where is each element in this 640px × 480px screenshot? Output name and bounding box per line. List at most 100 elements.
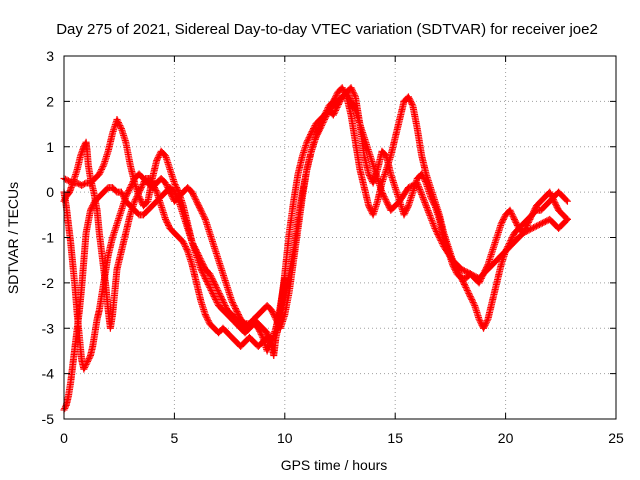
data-point	[61, 404, 69, 412]
data-point	[263, 347, 271, 355]
data-point	[213, 299, 221, 307]
data-point	[383, 199, 391, 207]
data-point	[438, 240, 446, 248]
data-point	[139, 181, 147, 189]
data-point	[201, 214, 209, 222]
data-point	[562, 216, 570, 224]
data-point	[497, 220, 505, 228]
data-point	[163, 218, 171, 226]
data-point	[404, 93, 412, 101]
data-point	[409, 181, 417, 189]
data-point	[269, 309, 277, 317]
data-point	[483, 317, 491, 325]
data-point	[180, 240, 188, 248]
data-point	[423, 203, 431, 211]
data-point	[204, 279, 212, 287]
data-point	[63, 176, 71, 184]
series-trace-4	[60, 170, 289, 373]
data-point	[552, 200, 560, 208]
data-point	[423, 205, 431, 213]
data-point	[535, 221, 543, 229]
data-point	[546, 188, 554, 196]
data-point	[164, 220, 172, 228]
data-point	[199, 211, 207, 219]
data-point	[425, 208, 433, 216]
data-point	[99, 162, 107, 170]
data-point	[195, 252, 203, 260]
data-point	[198, 268, 206, 276]
data-point	[211, 294, 219, 302]
data-point	[427, 213, 435, 221]
data-point	[306, 132, 314, 140]
data-point	[323, 111, 331, 119]
data-point	[199, 261, 207, 269]
y-tick-label: -5	[42, 411, 55, 427]
data-point	[407, 99, 415, 107]
data-point	[308, 128, 316, 136]
data-point	[192, 197, 200, 205]
data-point	[188, 188, 196, 196]
data-point	[201, 311, 209, 319]
data-point	[509, 232, 517, 240]
data-point	[212, 283, 220, 291]
y-tick-label: 3	[46, 48, 54, 64]
data-point	[540, 218, 548, 226]
data-point	[312, 134, 320, 142]
data-point	[434, 230, 442, 238]
data-point	[537, 220, 545, 228]
data-point	[467, 294, 475, 302]
x-tick-label: 5	[171, 430, 179, 446]
x-tick-label: 20	[498, 430, 514, 446]
data-point	[138, 182, 146, 190]
data-point	[511, 217, 519, 225]
data-point	[64, 177, 72, 185]
x-tick-label: 0	[60, 430, 68, 446]
data-point	[205, 282, 213, 290]
data-point	[401, 209, 409, 217]
data-point	[222, 303, 230, 311]
data-point	[190, 243, 198, 251]
data-point	[343, 88, 351, 96]
data-point	[332, 105, 340, 113]
data-point	[123, 190, 131, 198]
data-point	[499, 215, 507, 223]
data-point	[510, 215, 518, 223]
data-point	[525, 226, 533, 234]
data-point	[128, 181, 136, 189]
data-point	[463, 285, 471, 293]
data-point	[168, 193, 176, 201]
data-point	[438, 238, 446, 246]
data-point	[313, 131, 321, 139]
data-point	[266, 341, 274, 349]
data-point	[221, 302, 229, 310]
data-point	[197, 256, 205, 264]
data-point	[117, 123, 125, 131]
data-point	[162, 215, 170, 223]
data-point	[422, 202, 430, 210]
data-point	[365, 203, 373, 211]
x-axis-label: GPS time / hours	[281, 457, 388, 473]
data-point	[316, 125, 324, 133]
data-point	[530, 224, 538, 232]
y-tick-label: -2	[42, 275, 55, 291]
data-point	[167, 191, 175, 199]
data-point	[194, 250, 202, 258]
data-point	[320, 117, 328, 125]
data-point	[154, 153, 162, 161]
y-tick-label: 1	[46, 139, 54, 155]
data-point	[457, 274, 465, 282]
data-point	[366, 205, 374, 213]
data-point	[193, 199, 201, 207]
data-point	[413, 179, 421, 187]
data-point	[258, 332, 266, 340]
data-point	[220, 299, 228, 307]
data-point	[117, 188, 125, 196]
data-point	[331, 108, 339, 116]
data-point	[463, 286, 471, 294]
data-point	[137, 197, 145, 205]
data-point	[482, 318, 490, 326]
data-point	[349, 102, 357, 110]
data-point	[307, 129, 315, 137]
data-point	[343, 90, 351, 98]
data-point	[522, 227, 530, 235]
